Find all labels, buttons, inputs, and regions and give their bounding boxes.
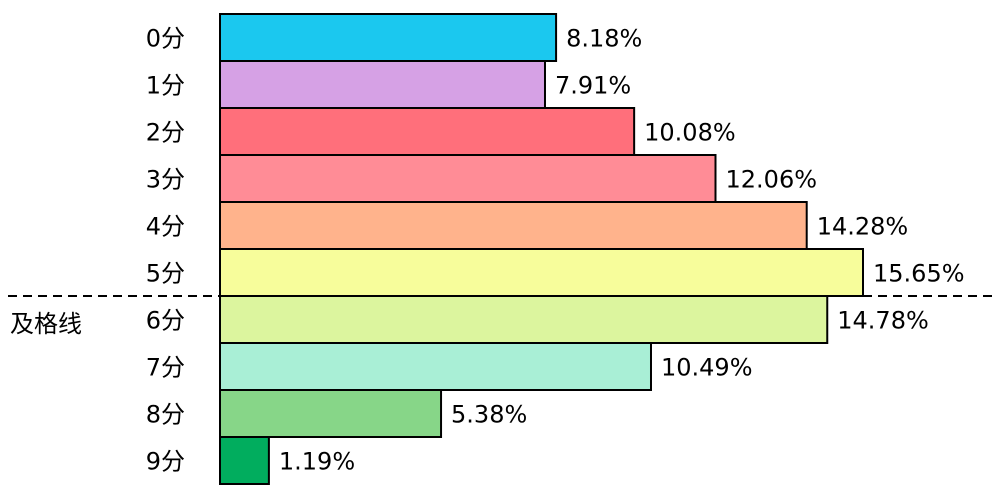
category-label: 0分 (146, 25, 185, 53)
value-label: 10.08% (644, 119, 736, 147)
value-label: 8.18% (566, 25, 642, 53)
category-label: 8分 (146, 401, 185, 429)
category-label: 2分 (146, 119, 185, 147)
category-label: 6分 (146, 307, 185, 335)
value-label: 5.38% (451, 401, 527, 429)
bar (219, 154, 717, 203)
category-label: 4分 (146, 213, 185, 241)
category-label: 3分 (146, 166, 185, 194)
bar (219, 342, 652, 391)
value-label: 1.19% (279, 448, 355, 476)
bar (219, 389, 443, 438)
bar (219, 248, 864, 297)
category-label: 1分 (146, 72, 185, 100)
value-label: 10.49% (661, 354, 753, 382)
value-label: 14.78% (837, 307, 929, 335)
bar (219, 13, 558, 62)
value-label: 15.65% (873, 260, 965, 288)
category-label: 5分 (146, 260, 185, 288)
bar (219, 295, 829, 344)
category-label: 7分 (146, 354, 185, 382)
value-label: 12.06% (726, 166, 818, 194)
bar (219, 107, 636, 156)
value-label: 14.28% (817, 213, 909, 241)
bar (219, 201, 808, 250)
category-label: 9分 (146, 448, 185, 476)
value-label: 7.91% (555, 72, 631, 100)
bar (219, 60, 546, 109)
pass-line-label: 及格线 (10, 310, 82, 338)
bar (219, 436, 270, 485)
